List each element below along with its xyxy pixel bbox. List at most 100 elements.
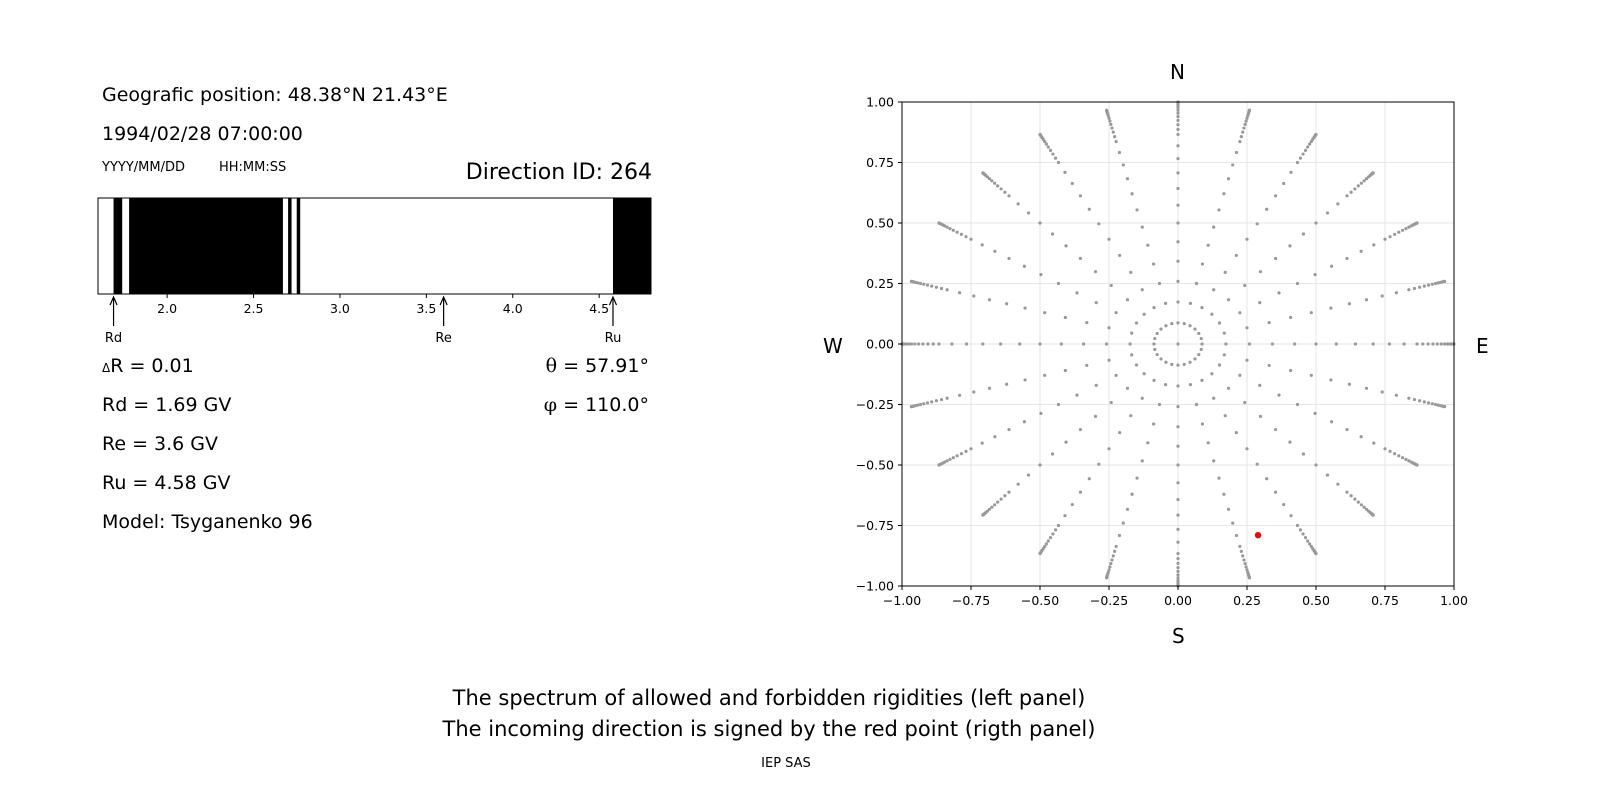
direction-point <box>1016 202 1020 206</box>
direction-point <box>1325 473 1330 477</box>
direction-point <box>1107 116 1111 120</box>
direction-point <box>1151 422 1156 426</box>
direction-point <box>1255 222 1259 226</box>
y-axis-ticks: 1.00 0.75 0.50 0.25 0.00 −0.25 −0.50 −0.75 −1.00 <box>856 95 902 594</box>
direction-point <box>1313 411 1317 416</box>
direction-point <box>1273 490 1278 494</box>
ru-value: Ru = 4.58 GV <box>102 472 231 494</box>
direction-point <box>1212 288 1216 292</box>
direction-point <box>1238 311 1242 315</box>
direction-point <box>1224 342 1228 346</box>
direction-point <box>917 342 921 346</box>
direction-point <box>939 397 944 402</box>
direction-point <box>1301 452 1306 456</box>
direction-point <box>1445 342 1450 346</box>
direction-point <box>1107 568 1111 572</box>
direction-point <box>1109 400 1113 405</box>
direction-point <box>1176 108 1180 112</box>
direction-point <box>1038 551 1042 555</box>
direction-point <box>1163 301 1168 306</box>
direction-point <box>1393 232 1397 236</box>
direction-point <box>909 342 914 346</box>
direction-point <box>1056 402 1061 407</box>
direction-point <box>937 342 941 346</box>
direction-point <box>906 342 911 346</box>
direction-point <box>1308 142 1312 146</box>
direction-point <box>1176 279 1180 283</box>
direction-point <box>1359 249 1363 253</box>
direction-point <box>1243 122 1247 126</box>
direction-point <box>1085 363 1089 368</box>
direction-point <box>1200 306 1204 310</box>
direction-point <box>1114 139 1118 144</box>
direction-point <box>1383 447 1387 451</box>
direction-point <box>1314 551 1318 555</box>
direction-point <box>1051 152 1055 156</box>
direction-point <box>1345 256 1349 261</box>
direction-point <box>1245 358 1249 362</box>
direction-point <box>1309 373 1313 377</box>
direction-point <box>1334 342 1338 346</box>
direction-point <box>1170 322 1174 326</box>
direction-point <box>1222 331 1226 335</box>
direction-point <box>1409 460 1413 464</box>
direction-point <box>1053 528 1058 532</box>
direction-point <box>981 342 985 346</box>
direction-point <box>1023 306 1027 310</box>
direction-point <box>1407 396 1411 400</box>
direction-point <box>1199 347 1203 352</box>
direction-point <box>1359 435 1363 439</box>
direction-point <box>1418 285 1422 289</box>
forbidden-bar <box>129 198 283 294</box>
direction-point <box>1110 558 1114 562</box>
direction-point <box>1078 256 1083 261</box>
direction-point <box>969 447 973 451</box>
direction-point <box>1295 160 1300 165</box>
direction-point <box>1243 400 1247 405</box>
direction-point <box>1046 539 1050 543</box>
direction-point <box>1242 558 1246 562</box>
direction-point <box>921 342 925 346</box>
direction-point <box>1193 327 1197 331</box>
direction-point <box>930 284 934 288</box>
direction-point <box>1003 190 1007 194</box>
direction-point <box>999 187 1003 191</box>
direction-point <box>1282 502 1286 507</box>
credit: IEP SAS <box>761 756 811 771</box>
direction-point <box>955 230 959 234</box>
direction-point <box>1176 259 1180 263</box>
direction-point <box>1130 192 1134 196</box>
direction-point <box>1200 378 1204 382</box>
direction-point <box>1140 225 1144 229</box>
x-axis-ticks: −1.00 −0.75 −0.50 −0.25 0.00 0.25 0.50 0.75 1.00 <box>883 586 1468 608</box>
direction-point <box>1176 565 1180 570</box>
direction-point <box>1176 463 1180 467</box>
x-tick-label: 1.00 <box>1440 593 1468 608</box>
direction-point <box>1111 554 1115 558</box>
direction-point <box>1176 405 1180 409</box>
direction-point <box>1170 362 1174 366</box>
direction-point <box>1394 291 1398 295</box>
direction-point <box>1295 402 1300 407</box>
direction-point <box>1288 244 1292 248</box>
y-tick-label: −0.25 <box>856 397 894 412</box>
direction-point <box>959 452 963 456</box>
direction-point <box>1223 414 1227 418</box>
direction-point <box>1048 148 1053 152</box>
marker-label: Re <box>435 331 451 346</box>
direction-point <box>1217 208 1221 212</box>
direction-point <box>1176 576 1180 580</box>
direction-point <box>1176 203 1180 207</box>
direction-point <box>998 342 1003 346</box>
direction-point <box>1125 298 1130 302</box>
direction-point <box>1140 288 1144 292</box>
direction-point <box>1114 311 1118 315</box>
direction-point <box>1246 570 1250 574</box>
direction-point <box>1146 441 1150 445</box>
spectrum-x-ticks: 2.0 2.5 3.0 3.5 4.0 4.5 <box>157 294 609 316</box>
direction-point <box>1306 145 1310 149</box>
direction-point <box>1421 342 1425 346</box>
direction-point <box>1371 513 1375 517</box>
direction-point <box>1267 320 1271 325</box>
rd-value: Rd = 1.69 GV <box>102 394 232 416</box>
